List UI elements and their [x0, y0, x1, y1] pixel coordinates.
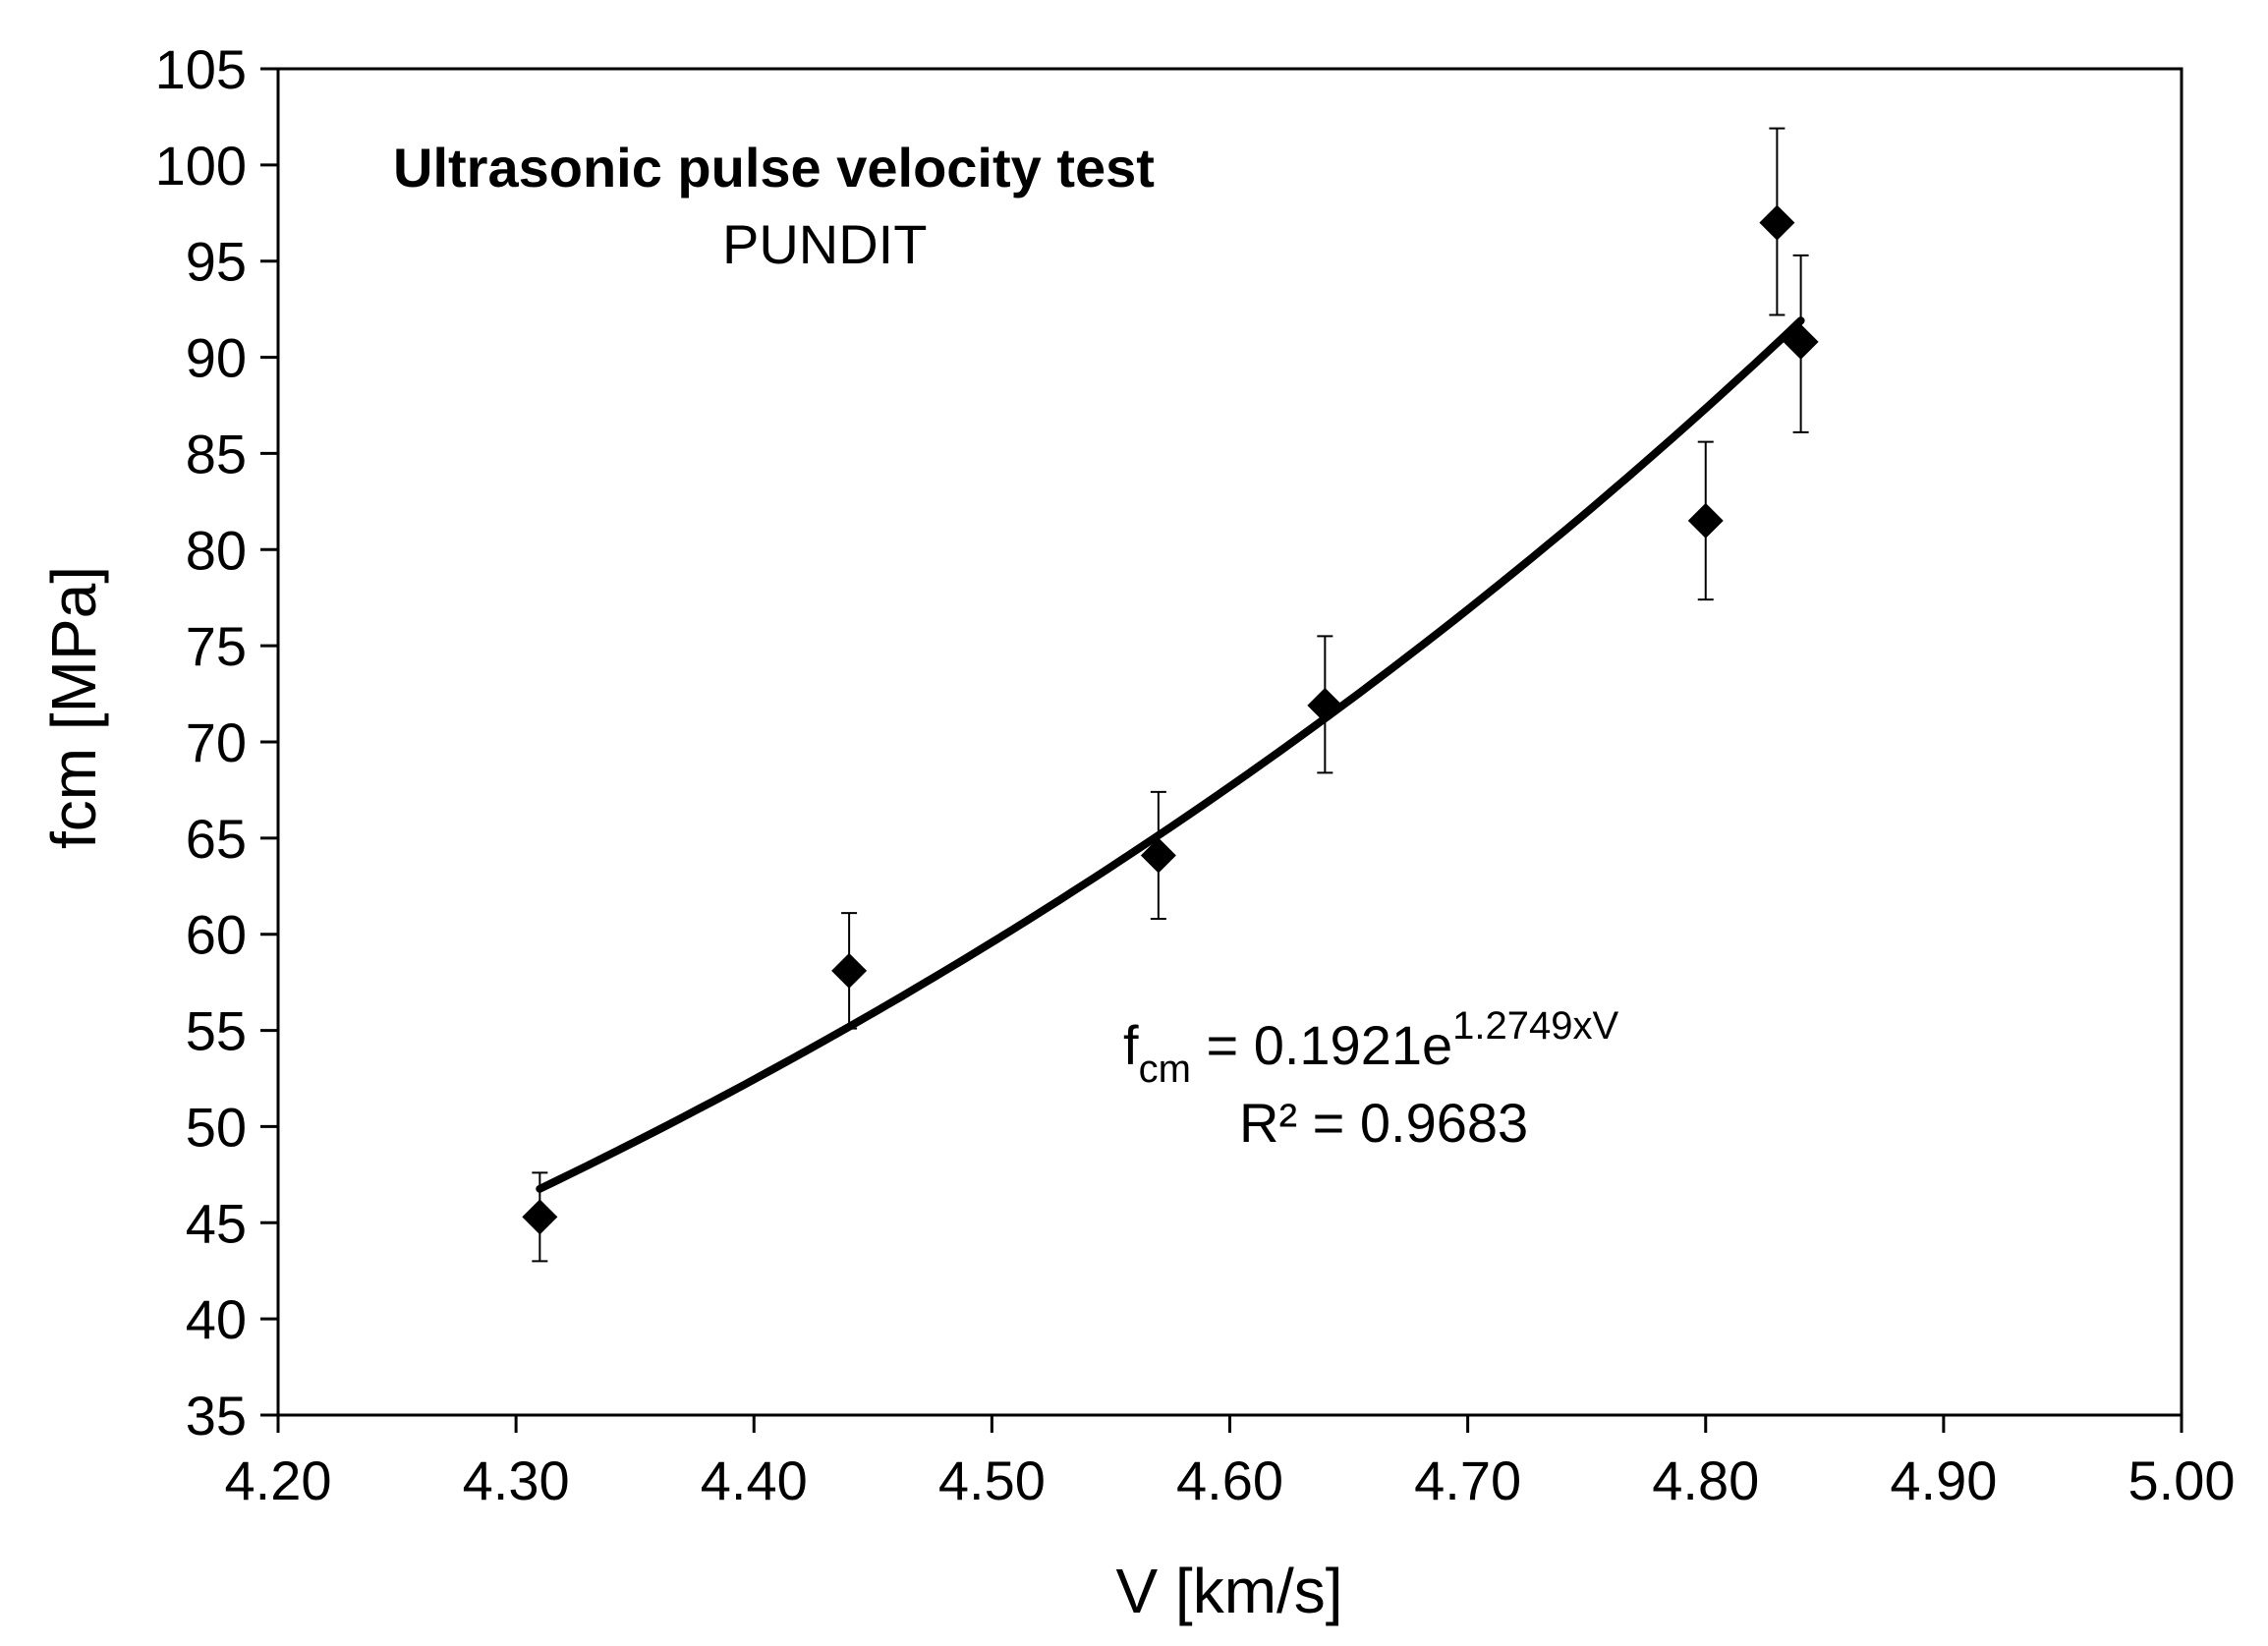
y-tick-label: 80 — [186, 519, 247, 581]
chart-title: Ultrasonic pulse velocity test — [393, 137, 1155, 199]
y-tick-label: 100 — [155, 135, 247, 197]
y-tick-label: 45 — [186, 1192, 247, 1254]
data-point — [1783, 323, 1819, 360]
data-point — [522, 1199, 558, 1235]
y-tick-label: 95 — [186, 231, 247, 293]
y-axis-title: fcm [MPa] — [38, 566, 109, 849]
eq-main: = 0.1921e — [1191, 1014, 1452, 1076]
error-bars — [532, 127, 1809, 1263]
plot-area — [276, 67, 2183, 1417]
y-tick-label: 90 — [186, 327, 247, 389]
x-tick-label: 4.30 — [463, 1449, 570, 1511]
y-tick-label: 35 — [186, 1385, 247, 1447]
x-tick-label: 4.60 — [1176, 1449, 1283, 1511]
y-tick-label: 70 — [186, 711, 247, 773]
y-tick-label: 85 — [186, 423, 247, 484]
trendline — [536, 316, 1805, 1193]
eq-f: f — [1123, 1014, 1139, 1076]
chart-subtitle: PUNDIT — [722, 213, 927, 275]
data-point — [1140, 837, 1176, 874]
x-tick-label: 4.50 — [938, 1449, 1046, 1511]
x-tick-label: 4.40 — [701, 1449, 808, 1511]
data-points — [522, 204, 1819, 1235]
y-tick-label: 50 — [186, 1096, 247, 1158]
x-tick-label: 4.20 — [225, 1449, 332, 1511]
y-tick-label: 105 — [155, 38, 247, 100]
data-point — [1307, 687, 1343, 723]
trend-curve — [536, 316, 1805, 1193]
y-axis: 35 40 45 50 55 60 65 70 75 80 85 90 95 100 105 — [155, 38, 278, 1447]
r-squared: R² = 0.9683 — [1239, 1092, 1528, 1154]
x-axis-title: V [km/s] — [1115, 1556, 1342, 1626]
eq-superscript: 1.2749xV — [1452, 1004, 1618, 1048]
y-tick-label: 60 — [186, 904, 247, 966]
y-tick-label: 75 — [186, 615, 247, 677]
y-tick-label: 65 — [186, 808, 247, 870]
x-tick-label: 5.00 — [2128, 1449, 2236, 1511]
data-point — [1759, 204, 1795, 241]
trend-equation: fcm = 0.1921e1.2749xV — [1123, 1004, 1618, 1091]
y-tick-label: 55 — [186, 1000, 247, 1062]
x-axis: 4.20 4.30 4.40 4.50 4.60 4.70 4.80 4.90 5.00 — [225, 1415, 2236, 1511]
data-point — [831, 952, 868, 989]
data-point — [1687, 502, 1724, 539]
x-tick-label: 4.90 — [1890, 1449, 1997, 1511]
x-tick-label: 4.80 — [1652, 1449, 1759, 1511]
y-tick-label: 40 — [186, 1288, 247, 1350]
x-tick-label: 4.70 — [1414, 1449, 1521, 1511]
eq-subscript: cm — [1139, 1048, 1191, 1091]
